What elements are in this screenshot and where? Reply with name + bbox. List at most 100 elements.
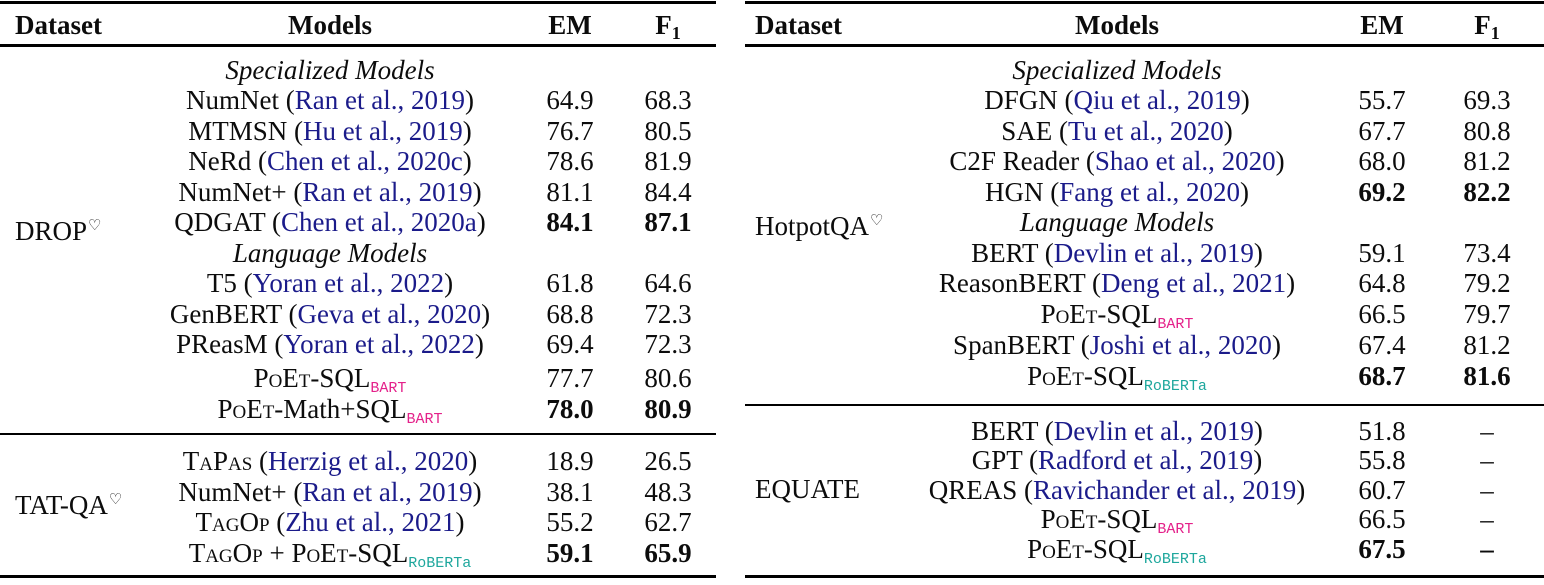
table-row: SpanBERT (Joshi et al., 2020) 67.4 81.2	[745, 330, 1544, 361]
column-header-f1: F1	[1474, 3, 1500, 47]
rule-below-header	[745, 44, 1544, 47]
model-name-text: )	[472, 176, 482, 207]
f1-base: F	[1474, 10, 1491, 40]
model-name-text: )	[474, 329, 484, 359]
results-table-right: Dataset Models EM F1 HotpotQA♡ EQUATE Speciali…	[745, 0, 1544, 585]
rule-midsection	[745, 404, 1544, 406]
section-label: Specialized Models	[225, 54, 435, 85]
citation-link[interactable]: Chen et al., 2020a	[281, 207, 477, 237]
model-name: NumNet+ (Ran et al., 2019)	[178, 477, 481, 508]
rule-midsection	[0, 433, 716, 435]
table-row: NumNet+ (Ran et al., 2019) 38.1 48.3	[0, 477, 716, 508]
model-name: TagOp (Zhu et al., 2021)	[196, 507, 465, 538]
model-name-smallcaps: TagOp	[188, 538, 263, 568]
table-row: NumNet+ (Ran et al., 2019) 81.1 84.4	[0, 177, 716, 208]
f1-base: F	[655, 10, 672, 40]
table-row: PoEt-SQLBART 66.5 –	[745, 504, 1544, 538]
f1-value: 69.3	[1463, 85, 1511, 115]
model-name-text: DFGN (	[984, 85, 1074, 115]
citation-link[interactable]: Shao et al., 2020	[1094, 146, 1276, 176]
table-row: PoEt-Math+SQLBART 78.0 80.9	[0, 394, 716, 428]
table-row: TaPas (Herzig et al., 2020) 18.9 26.5	[0, 446, 716, 477]
citation-link[interactable]: Herzig et al., 2020	[268, 446, 469, 476]
model-name-text: BERT (	[971, 237, 1054, 268]
citation-link[interactable]: Ran et al., 2019	[302, 476, 473, 507]
model-name-smallcaps: TaPas	[182, 446, 253, 476]
em-value: 55.7	[1358, 85, 1406, 115]
citation-link[interactable]: Deng et al., 2021	[1100, 268, 1287, 298]
dataset-name: TAT-QA	[15, 489, 108, 520]
bart-subscript: BART	[406, 411, 443, 428]
dataset-label: DROP♡	[15, 216, 101, 247]
f1-value: 84.4	[644, 176, 692, 207]
model-name: BERT (Devlin et al., 2019)	[971, 416, 1263, 447]
em-value: 84.1	[546, 207, 594, 237]
model-name: PoEt-SQLRoBERTa	[1027, 534, 1207, 568]
em-value: 67.5	[1358, 534, 1406, 564]
em-value: 77.7	[546, 362, 594, 393]
citation-link[interactable]: Radford et al., 2019	[1038, 445, 1254, 475]
citation-link[interactable]: Devlin et al., 2019	[1053, 415, 1254, 446]
citation-link[interactable]: Chen et al., 2020c	[267, 146, 463, 176]
f1-value: 73.4	[1463, 237, 1511, 268]
model-name: QREAS (Ravichander et al., 2019)	[929, 475, 1305, 506]
citation-link[interactable]: Hu et al., 2019	[303, 115, 463, 146]
em-value: 69.2	[1358, 176, 1406, 207]
f1-value: –	[1480, 445, 1494, 475]
model-name-smallcaps: PoEt	[1027, 534, 1084, 564]
citation-link[interactable]: Ravichander et al., 2019	[1033, 474, 1297, 505]
citation-link[interactable]: Joshi et al., 2020	[1089, 329, 1272, 360]
model-name-text: GenBERT (	[169, 298, 298, 329]
citation-link[interactable]: Yoran et al., 2022	[283, 329, 475, 359]
model-name-text: )	[1239, 176, 1249, 207]
em-value: 68.0	[1358, 146, 1406, 176]
citation-link[interactable]: Tu et al., 2020	[1067, 115, 1224, 146]
model-name-text: QDGAT (	[174, 207, 282, 237]
model-name: ReasonBERT (Deng et al., 2021)	[939, 268, 1295, 299]
model-name-text: -SQL	[1083, 534, 1144, 564]
model-name: PReasM (Yoran et al., 2022)	[176, 329, 484, 360]
model-name-text: )	[455, 507, 465, 537]
results-table-left: Dataset Models EM F1 DROP♡ TAT-QA♡ Specialized…	[0, 0, 716, 585]
model-name-smallcaps: PoEt	[291, 538, 349, 568]
model-name-text: -SQL	[1083, 360, 1144, 391]
citation-link[interactable]: Devlin et al., 2019	[1053, 237, 1254, 268]
model-name-text: MTMSN (	[188, 115, 304, 146]
dataset-label: EQUATE	[755, 474, 860, 505]
citation-link[interactable]: Ran et al., 2019	[302, 176, 473, 207]
rule-bottom	[745, 575, 1544, 578]
f1-value: 26.5	[644, 446, 692, 476]
f1-value: 68.3	[644, 85, 692, 115]
f1-value: –	[1480, 534, 1494, 564]
em-value: 69.4	[546, 329, 594, 359]
em-value: 60.7	[1358, 474, 1406, 505]
model-name: GenBERT (Geva et al., 2020)	[170, 299, 490, 330]
model-name: NumNet (Ran et al., 2019)	[186, 85, 474, 116]
citation-link[interactable]: Fang et al., 2020	[1059, 176, 1240, 207]
table-row: BERT (Devlin et al., 2019) 59.1 73.4	[745, 238, 1544, 269]
model-name-text: )	[462, 115, 472, 146]
model-name-text: NeRd (	[188, 146, 268, 176]
table-row: NeRd (Chen et al., 2020c) 78.6 81.9	[0, 146, 716, 177]
model-name-text: )	[444, 268, 454, 298]
table-row: QDGAT (Chen et al., 2020a) 84.1 87.1	[0, 207, 716, 238]
citation-link[interactable]: Geva et al., 2020	[297, 298, 482, 329]
model-name-text: T5 (	[206, 268, 253, 298]
section-row: Language Models	[745, 207, 1544, 238]
em-value: 55.8	[1358, 445, 1406, 475]
f1-value: 65.9	[644, 538, 692, 568]
model-name-text: +	[262, 538, 292, 568]
citation-link[interactable]: Ran et al., 2019	[294, 85, 465, 115]
citation-link[interactable]: Zhu et al., 2021	[285, 507, 456, 537]
bart-subscript: BART	[370, 379, 407, 397]
bart-subscript: BART	[1157, 521, 1194, 538]
table-row: HGN (Fang et al., 2020) 69.2 82.2	[745, 177, 1544, 208]
column-header-dataset: Dataset	[15, 10, 102, 40]
section-label: Language Models	[232, 237, 428, 268]
em-value: 68.8	[546, 298, 594, 329]
column-header-f1: F1	[655, 3, 681, 47]
citation-link[interactable]: Yoran et al., 2022	[252, 268, 445, 298]
f1-value: 81.9	[644, 146, 692, 176]
citation-link[interactable]: Qiu et al., 2019	[1073, 85, 1241, 115]
model-name: NeRd (Chen et al., 2020c)	[188, 146, 471, 177]
